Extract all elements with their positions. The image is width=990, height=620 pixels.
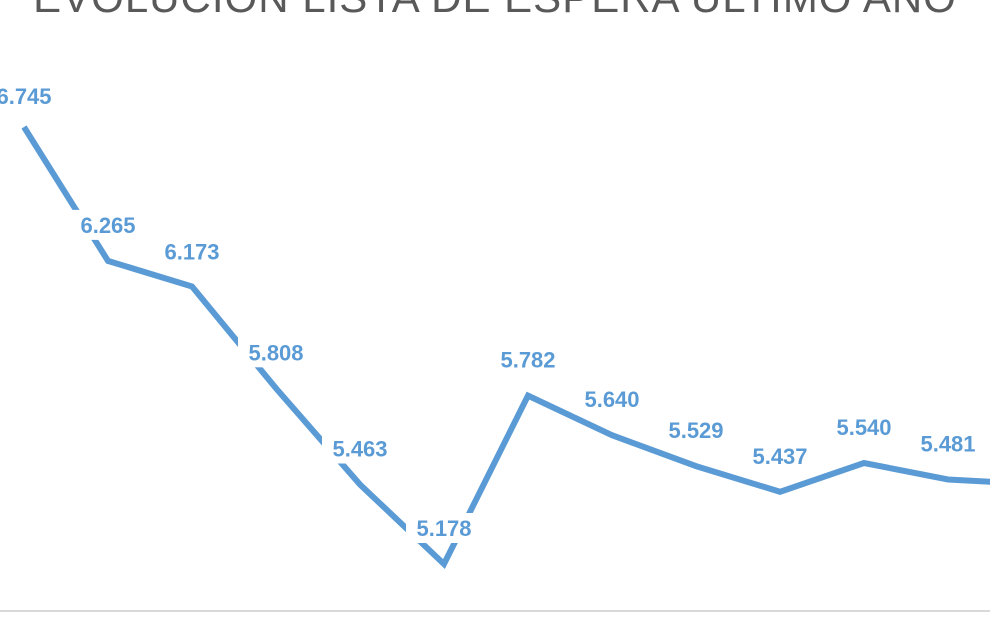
data-label-bg <box>742 440 818 471</box>
data-label-group: 6.745 <box>0 81 62 111</box>
data-label-bg <box>238 337 314 368</box>
data-label-group: 5.481 <box>910 428 986 459</box>
data-label-group: 5.529 <box>658 415 734 446</box>
data-label: 5.782 <box>500 348 555 373</box>
series-group <box>21 124 990 569</box>
data-label-group: 5.808 <box>238 337 314 368</box>
data-point <box>777 489 783 495</box>
data-label: 5.529 <box>668 418 723 443</box>
data-label-group: 5.540 <box>826 412 902 442</box>
data-point <box>609 432 615 438</box>
data-label-group: 5.463 <box>322 433 398 464</box>
data-label-group: 5.782 <box>490 344 566 375</box>
data-label-bg <box>322 433 398 464</box>
chart-title: EVOLUCIÓN LISTA DE ESPERA ÚLTIMO AÑO <box>33 0 957 21</box>
data-label: 5.808 <box>248 340 303 365</box>
data-label: 5.540 <box>836 415 891 440</box>
data-point <box>861 460 867 466</box>
data-point <box>189 284 195 290</box>
data-point <box>105 258 111 264</box>
data-label: 5.463 <box>332 437 387 462</box>
data-label: 6.265 <box>80 213 135 238</box>
data-point <box>273 385 279 391</box>
data-point <box>525 393 531 399</box>
data-label-group: 5.640 <box>574 384 650 415</box>
data-label: 5.437 <box>752 444 807 469</box>
data-point <box>357 482 363 488</box>
data-labels: 6.745 6.265 6.173 5.808 5.463 5.178 5.782 5.640… <box>0 81 986 543</box>
data-label: 6.745 <box>0 84 52 109</box>
data-label-bg <box>154 236 230 267</box>
data-point <box>21 124 27 130</box>
data-label: 5.178 <box>416 516 471 541</box>
data-label-group: 6.173 <box>154 236 230 267</box>
data-label-bg <box>826 412 902 442</box>
data-label: 5.640 <box>584 387 639 412</box>
data-label-bg <box>0 81 62 111</box>
data-label-bg <box>574 384 650 415</box>
data-label: 5.481 <box>920 432 975 457</box>
data-label-bg <box>658 415 734 446</box>
data-label: 6.173 <box>164 240 219 265</box>
series-line <box>21 125 990 569</box>
data-point <box>945 477 951 483</box>
data-label-bg <box>406 513 482 543</box>
data-point <box>441 561 447 567</box>
data-label-group: 5.437 <box>742 440 818 471</box>
data-label-group: 6.265 <box>70 209 146 240</box>
data-label-bg <box>910 428 986 459</box>
data-point <box>693 463 699 469</box>
data-label-group: 5.178 <box>406 513 482 543</box>
data-label-bg <box>70 209 146 240</box>
data-label-bg <box>490 344 566 375</box>
